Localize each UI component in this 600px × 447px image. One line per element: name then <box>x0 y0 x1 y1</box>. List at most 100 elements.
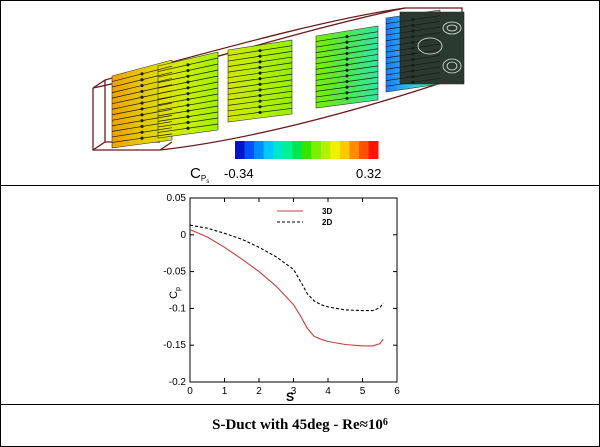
y-axis-ticks: -0.2 -0.15 -0.1 -0.05 0 0.05 <box>163 193 397 388</box>
streamline-arrow <box>258 82 262 86</box>
streamline-arrow <box>186 80 190 84</box>
y-tick-label: -0.05 <box>163 267 186 278</box>
streamline-arrow <box>411 29 415 33</box>
streamline-arrow <box>411 35 415 39</box>
streamline-arrow <box>140 136 144 140</box>
streamline-arrow <box>140 101 144 105</box>
streamline-arrow <box>345 46 349 50</box>
streamline-arrow <box>140 83 144 88</box>
x-tick-label: 5 <box>360 386 366 397</box>
figure-caption: S-Duct with 45deg - Re≈10 6 <box>0 405 600 445</box>
colorbar-swatch <box>244 141 255 159</box>
svg-text:Cp: Cp <box>168 287 182 299</box>
streamline-arrow <box>140 95 144 99</box>
streamline-arrow <box>345 57 349 61</box>
streamline-arrow <box>186 74 190 78</box>
y-tick-label: 0 <box>180 230 186 241</box>
section-plane-4 <box>315 25 379 109</box>
x-tick-label: 2 <box>256 386 262 397</box>
streamline-arrow <box>258 99 262 103</box>
streamline-arrow <box>258 110 262 114</box>
streamline-arrow <box>140 130 144 134</box>
streamline-arrow <box>140 107 144 111</box>
legend-label: 3D <box>322 207 332 216</box>
streamline-arrow <box>411 23 415 27</box>
streamline-arrow <box>345 51 349 56</box>
streamline-arrow <box>140 72 144 76</box>
streamline-arrow <box>258 93 262 98</box>
colorbar-swatch <box>358 141 369 159</box>
streamline-arrow <box>345 40 349 44</box>
streamline-arrow <box>186 109 190 113</box>
x-axis-label: S <box>286 390 294 404</box>
streamlines <box>111 15 441 143</box>
streamline-arrow <box>186 92 190 96</box>
series-line-3d <box>189 229 384 347</box>
y-tick-label: -0.1 <box>169 303 187 314</box>
colorbar-swatch <box>301 141 312 159</box>
streamline-arrow <box>186 68 190 73</box>
colorbar-swatch <box>339 141 350 159</box>
colorbar-swatch <box>292 141 303 159</box>
colorbar <box>235 141 379 159</box>
streamline-arrow <box>411 63 415 67</box>
streamline-arrow <box>411 46 415 50</box>
streamline-arrow <box>186 126 190 130</box>
streamline-arrow <box>186 86 190 90</box>
streamline-arrow <box>411 69 415 73</box>
streamline-arrow <box>345 96 349 100</box>
streamline-arrow <box>345 68 349 72</box>
x-axis-ticks: 0 1 2 3 4 5 6 <box>187 198 400 397</box>
sduct-contour-view: CPs -0.34 0.32 <box>92 7 465 185</box>
streamline-arrow <box>258 49 262 53</box>
x-tick-label: 6 <box>394 386 400 397</box>
colorbar-label: CPs <box>190 165 209 185</box>
series-line-2d <box>189 224 384 312</box>
x-tick-label: 3 <box>291 386 297 397</box>
streamline-arrow <box>186 97 190 101</box>
y-tick-label: 0.05 <box>167 193 187 204</box>
colorbar-swatch <box>273 141 284 159</box>
colorbar-max-label: 0.32 <box>356 166 381 181</box>
streamline-arrow <box>345 91 349 95</box>
series-lines <box>189 224 384 347</box>
streamline-arrow <box>258 77 262 81</box>
y-tick-label: -0.15 <box>163 340 186 351</box>
caption-exponent: 6 <box>382 416 388 428</box>
streamline-arrow <box>345 79 349 84</box>
streamline-arrow <box>411 18 415 22</box>
streamline-arrow <box>258 105 262 109</box>
streamline-arrow <box>140 89 144 93</box>
streamline-arrow <box>140 124 144 129</box>
streamline-arrow <box>258 60 262 64</box>
streamline-arrow <box>258 54 262 58</box>
colorbar-min-label: -0.34 <box>224 166 254 181</box>
top-divider <box>0 185 600 186</box>
x-tick-label: 1 <box>222 386 228 397</box>
streamline-arrow <box>411 80 415 84</box>
streamline-arrow <box>140 119 144 123</box>
streamline-arrow <box>411 75 415 79</box>
streamline-arrow <box>186 120 190 125</box>
y-axis-label: Cp <box>168 287 182 299</box>
secondary-vortices <box>417 21 462 74</box>
streamline-arrow <box>186 63 190 67</box>
colorbar-swatch <box>349 141 360 159</box>
streamline-arrow <box>345 63 349 67</box>
streamline-arrow <box>186 103 190 107</box>
bottom-divider <box>0 404 600 405</box>
colorbar-swatch <box>368 141 379 159</box>
colorbar-swatch <box>311 141 322 159</box>
y-tick-label: -0.2 <box>169 377 187 388</box>
streamline-arrow <box>258 88 262 92</box>
section-plane-3 <box>227 39 293 123</box>
streamline-arrow <box>258 65 262 70</box>
streamline-arrow <box>140 113 144 117</box>
x-tick-label: 0 <box>187 386 193 397</box>
colorbar-swatch <box>254 141 265 159</box>
streamline-arrow <box>186 115 190 119</box>
colorbar-swatch <box>263 141 274 159</box>
streamline-arrow <box>258 71 262 75</box>
plot-area <box>189 197 398 383</box>
